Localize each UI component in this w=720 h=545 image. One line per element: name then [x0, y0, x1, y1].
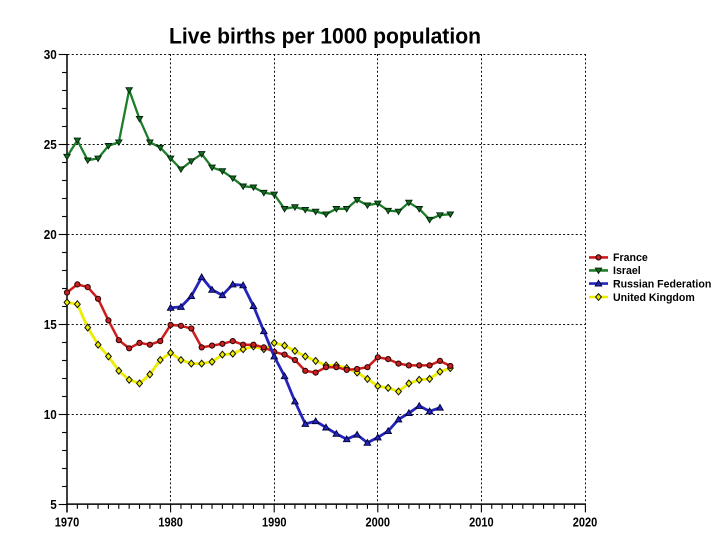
svg-text:30: 30 — [44, 47, 57, 62]
svg-text:1980: 1980 — [158, 515, 183, 530]
svg-text:Live births per 1000 populatio: Live births per 1000 population — [169, 24, 481, 49]
svg-text:2000: 2000 — [366, 515, 391, 530]
svg-text:10: 10 — [44, 407, 57, 422]
svg-text:Russian Federation: Russian Federation — [613, 278, 711, 290]
svg-text:1970: 1970 — [55, 515, 80, 530]
svg-text:20: 20 — [44, 227, 57, 242]
svg-text:2020: 2020 — [573, 515, 598, 530]
svg-text:Israel: Israel — [613, 265, 641, 277]
svg-text:France: France — [613, 252, 648, 264]
svg-text:25: 25 — [44, 137, 57, 152]
svg-text:1990: 1990 — [262, 515, 287, 530]
svg-text:United Kingdom: United Kingdom — [613, 292, 695, 304]
svg-text:15: 15 — [44, 317, 57, 332]
svg-text:5: 5 — [50, 497, 57, 512]
svg-text:2010: 2010 — [469, 515, 494, 530]
